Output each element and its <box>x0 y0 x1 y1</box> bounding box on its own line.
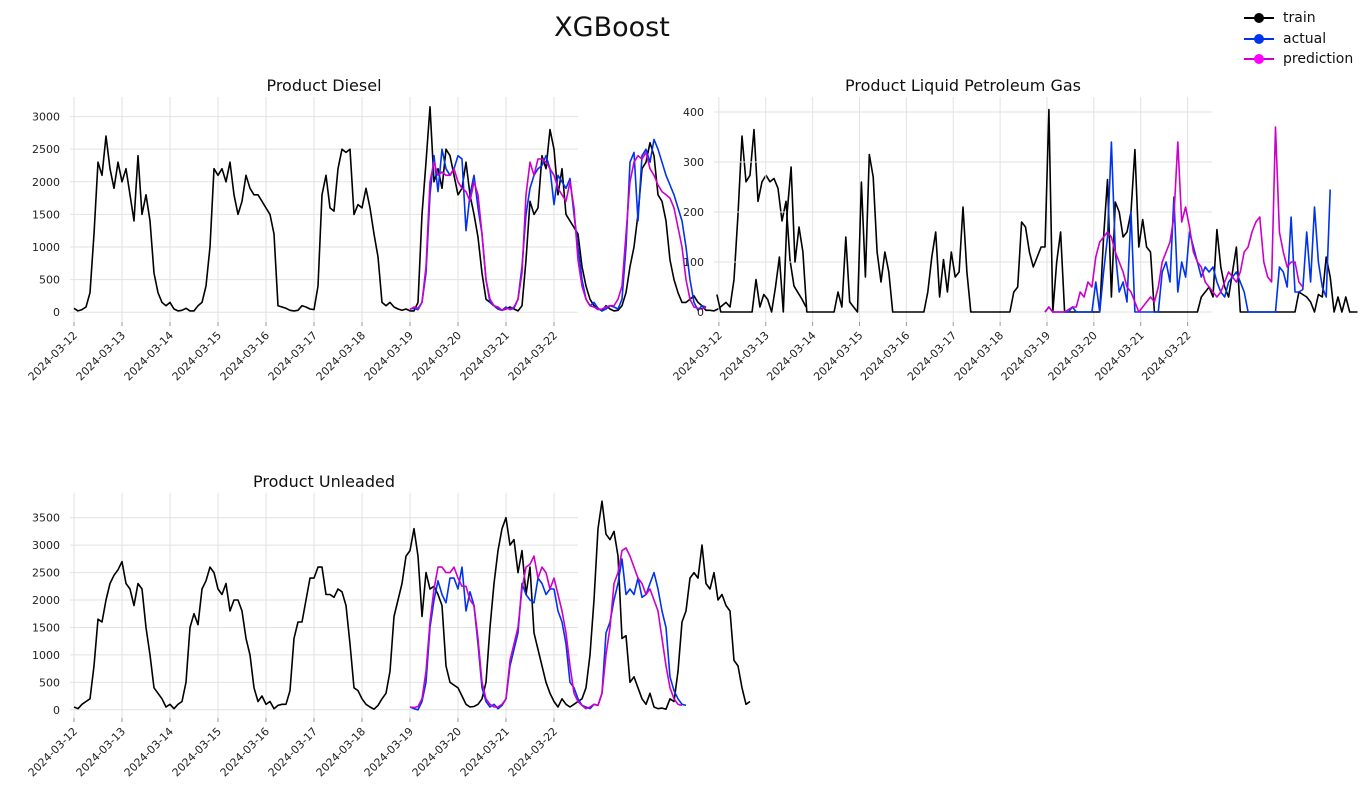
x-tick-label: 2024-03-22 <box>506 725 560 779</box>
series-line-prediction <box>1044 126 1304 313</box>
x-tick-label: 2024-03-15 <box>170 725 224 779</box>
series-line-actual <box>409 558 687 711</box>
legend-label-prediction: prediction <box>1283 51 1354 68</box>
x-tick-label: 2024-03-15 <box>170 329 224 383</box>
x-tick-label: 2024-03-20 <box>1046 329 1100 383</box>
x-tick-label: 2024-03-18 <box>314 725 368 779</box>
x-tick-label: 2024-03-12 <box>26 725 80 779</box>
x-tick-label: 2024-03-12 <box>26 329 80 383</box>
y-tick-label: 1500 <box>32 621 60 634</box>
legend-label-actual: actual <box>1283 30 1327 47</box>
y-tick-label: 2500 <box>32 567 60 580</box>
x-tick-label: 2024-03-13 <box>74 725 128 779</box>
x-tick-label: 2024-03-12 <box>671 329 725 383</box>
subplot-title: Product Liquid Petroleum Gas <box>845 76 1081 95</box>
legend-swatch-train <box>1244 12 1274 24</box>
y-tick-label: 300 <box>683 156 704 169</box>
x-tick-label: 2024-03-20 <box>410 725 464 779</box>
y-tick-label: 3000 <box>32 111 60 124</box>
series-line-actual <box>409 138 707 312</box>
x-tick-label: 2024-03-19 <box>999 329 1053 383</box>
y-tick-label: 400 <box>683 106 704 119</box>
y-tick-label: 2000 <box>32 176 60 189</box>
x-tick-label: 2024-03-21 <box>458 329 512 383</box>
y-tick-label: 0 <box>53 306 60 319</box>
x-tick-label: 2024-03-18 <box>952 329 1006 383</box>
y-tick-label: 2500 <box>32 143 60 156</box>
x-tick-label: 2024-03-17 <box>266 725 320 779</box>
x-tick-label: 2024-03-14 <box>764 329 818 383</box>
y-tick-label: 3500 <box>32 512 60 525</box>
y-tick-label: 500 <box>39 676 60 689</box>
x-tick-label: 2024-03-16 <box>218 725 272 779</box>
y-tick-label: 1000 <box>32 241 60 254</box>
legend: train actual prediction <box>1244 8 1362 70</box>
x-tick-label: 2024-03-21 <box>458 725 512 779</box>
legend-item-train: train <box>1244 8 1362 29</box>
legend-swatch-actual <box>1244 33 1274 45</box>
y-tick-label: 1500 <box>32 208 60 221</box>
x-tick-label: 2024-03-17 <box>266 329 320 383</box>
x-tick-label: 2024-03-19 <box>362 725 416 779</box>
x-tick-label: 2024-03-22 <box>1139 329 1193 383</box>
x-tick-label: 2024-03-19 <box>362 329 416 383</box>
x-tick-label: 2024-03-16 <box>218 329 272 383</box>
x-tick-label: 2024-03-20 <box>410 329 464 383</box>
series-line-train <box>73 500 751 711</box>
subplot-0: Product Diesel2024-03-122024-03-132024-0… <box>26 76 807 383</box>
x-tick-label: 2024-03-13 <box>74 329 128 383</box>
legend-label-train: train <box>1283 10 1316 27</box>
y-tick-label: 1000 <box>32 649 60 662</box>
subplot-title: Product Diesel <box>266 76 381 95</box>
y-tick-label: 500 <box>39 274 60 287</box>
y-tick-label: 3000 <box>32 539 60 552</box>
legend-swatch-prediction <box>1244 53 1274 65</box>
x-tick-label: 2024-03-18 <box>314 329 368 383</box>
x-tick-label: 2024-03-22 <box>506 329 560 383</box>
y-tick-label: 100 <box>683 256 704 269</box>
x-tick-label: 2024-03-14 <box>122 329 176 383</box>
y-tick-label: 0 <box>697 306 704 319</box>
series-line-prediction <box>409 151 707 312</box>
legend-item-prediction: prediction <box>1244 49 1362 70</box>
y-tick-label: 2000 <box>32 594 60 607</box>
subplot-1: Product Liquid Petroleum Gas2024-03-1220… <box>671 76 1358 383</box>
series-line-prediction <box>409 547 683 710</box>
x-tick-label: 2024-03-13 <box>717 329 771 383</box>
x-tick-label: 2024-03-14 <box>122 725 176 779</box>
y-tick-label: 200 <box>683 206 704 219</box>
x-tick-label: 2024-03-17 <box>905 329 959 383</box>
x-tick-label: 2024-03-15 <box>811 329 865 383</box>
legend-item-actual: actual <box>1244 29 1362 50</box>
series-line-actual <box>1044 141 1331 313</box>
x-tick-label: 2024-03-16 <box>858 329 912 383</box>
y-tick-label: 0 <box>53 704 60 717</box>
subplot-title: Product Unleaded <box>253 472 395 491</box>
x-tick-label: 2024-03-21 <box>1092 329 1146 383</box>
figure-title: XGBoost <box>554 12 670 43</box>
subplot-2: Product Unleaded2024-03-122024-03-132024… <box>26 472 751 779</box>
